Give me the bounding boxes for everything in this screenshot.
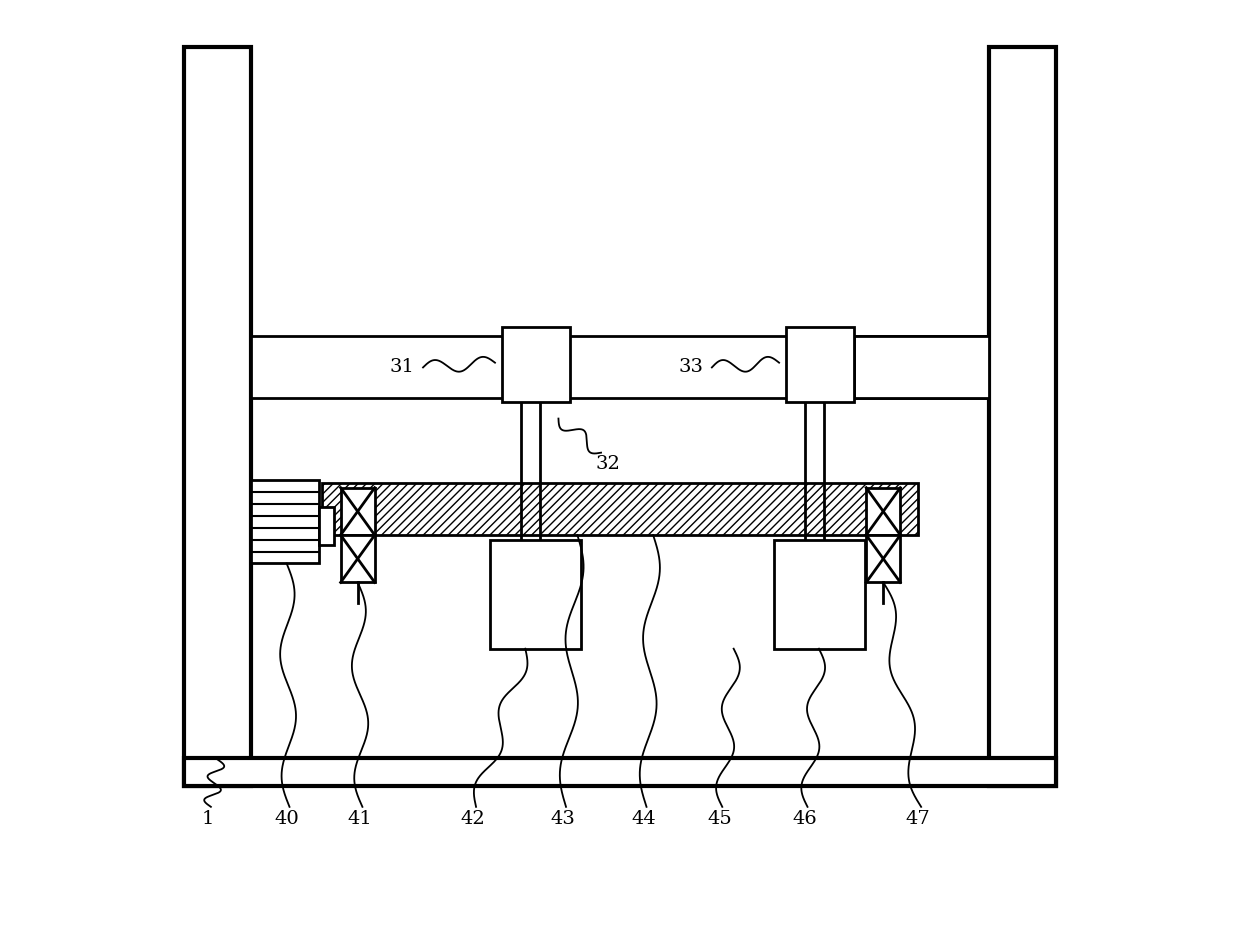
- Text: 1: 1: [202, 810, 215, 829]
- Text: 45: 45: [707, 810, 732, 829]
- Bar: [321, 483, 919, 535]
- Bar: [185, 758, 1055, 786]
- Text: 40: 40: [274, 810, 299, 829]
- Text: 43: 43: [551, 810, 575, 829]
- Text: 31: 31: [389, 358, 414, 377]
- Bar: [774, 540, 866, 649]
- Bar: [250, 336, 990, 398]
- Text: 33: 33: [678, 358, 703, 377]
- Text: 44: 44: [631, 810, 656, 829]
- Bar: [502, 327, 570, 402]
- Bar: [990, 47, 1055, 786]
- Text: 41: 41: [347, 810, 372, 829]
- Text: 42: 42: [461, 810, 486, 829]
- Bar: [319, 507, 334, 545]
- Text: 32: 32: [595, 455, 620, 474]
- Text: 47: 47: [906, 810, 931, 829]
- Bar: [867, 535, 900, 582]
- Bar: [185, 47, 250, 786]
- Text: 46: 46: [792, 810, 817, 829]
- Bar: [854, 336, 990, 398]
- Bar: [786, 327, 854, 402]
- Bar: [490, 540, 582, 649]
- Bar: [341, 535, 374, 582]
- Bar: [867, 488, 900, 535]
- Bar: [250, 480, 319, 563]
- Bar: [341, 488, 374, 535]
